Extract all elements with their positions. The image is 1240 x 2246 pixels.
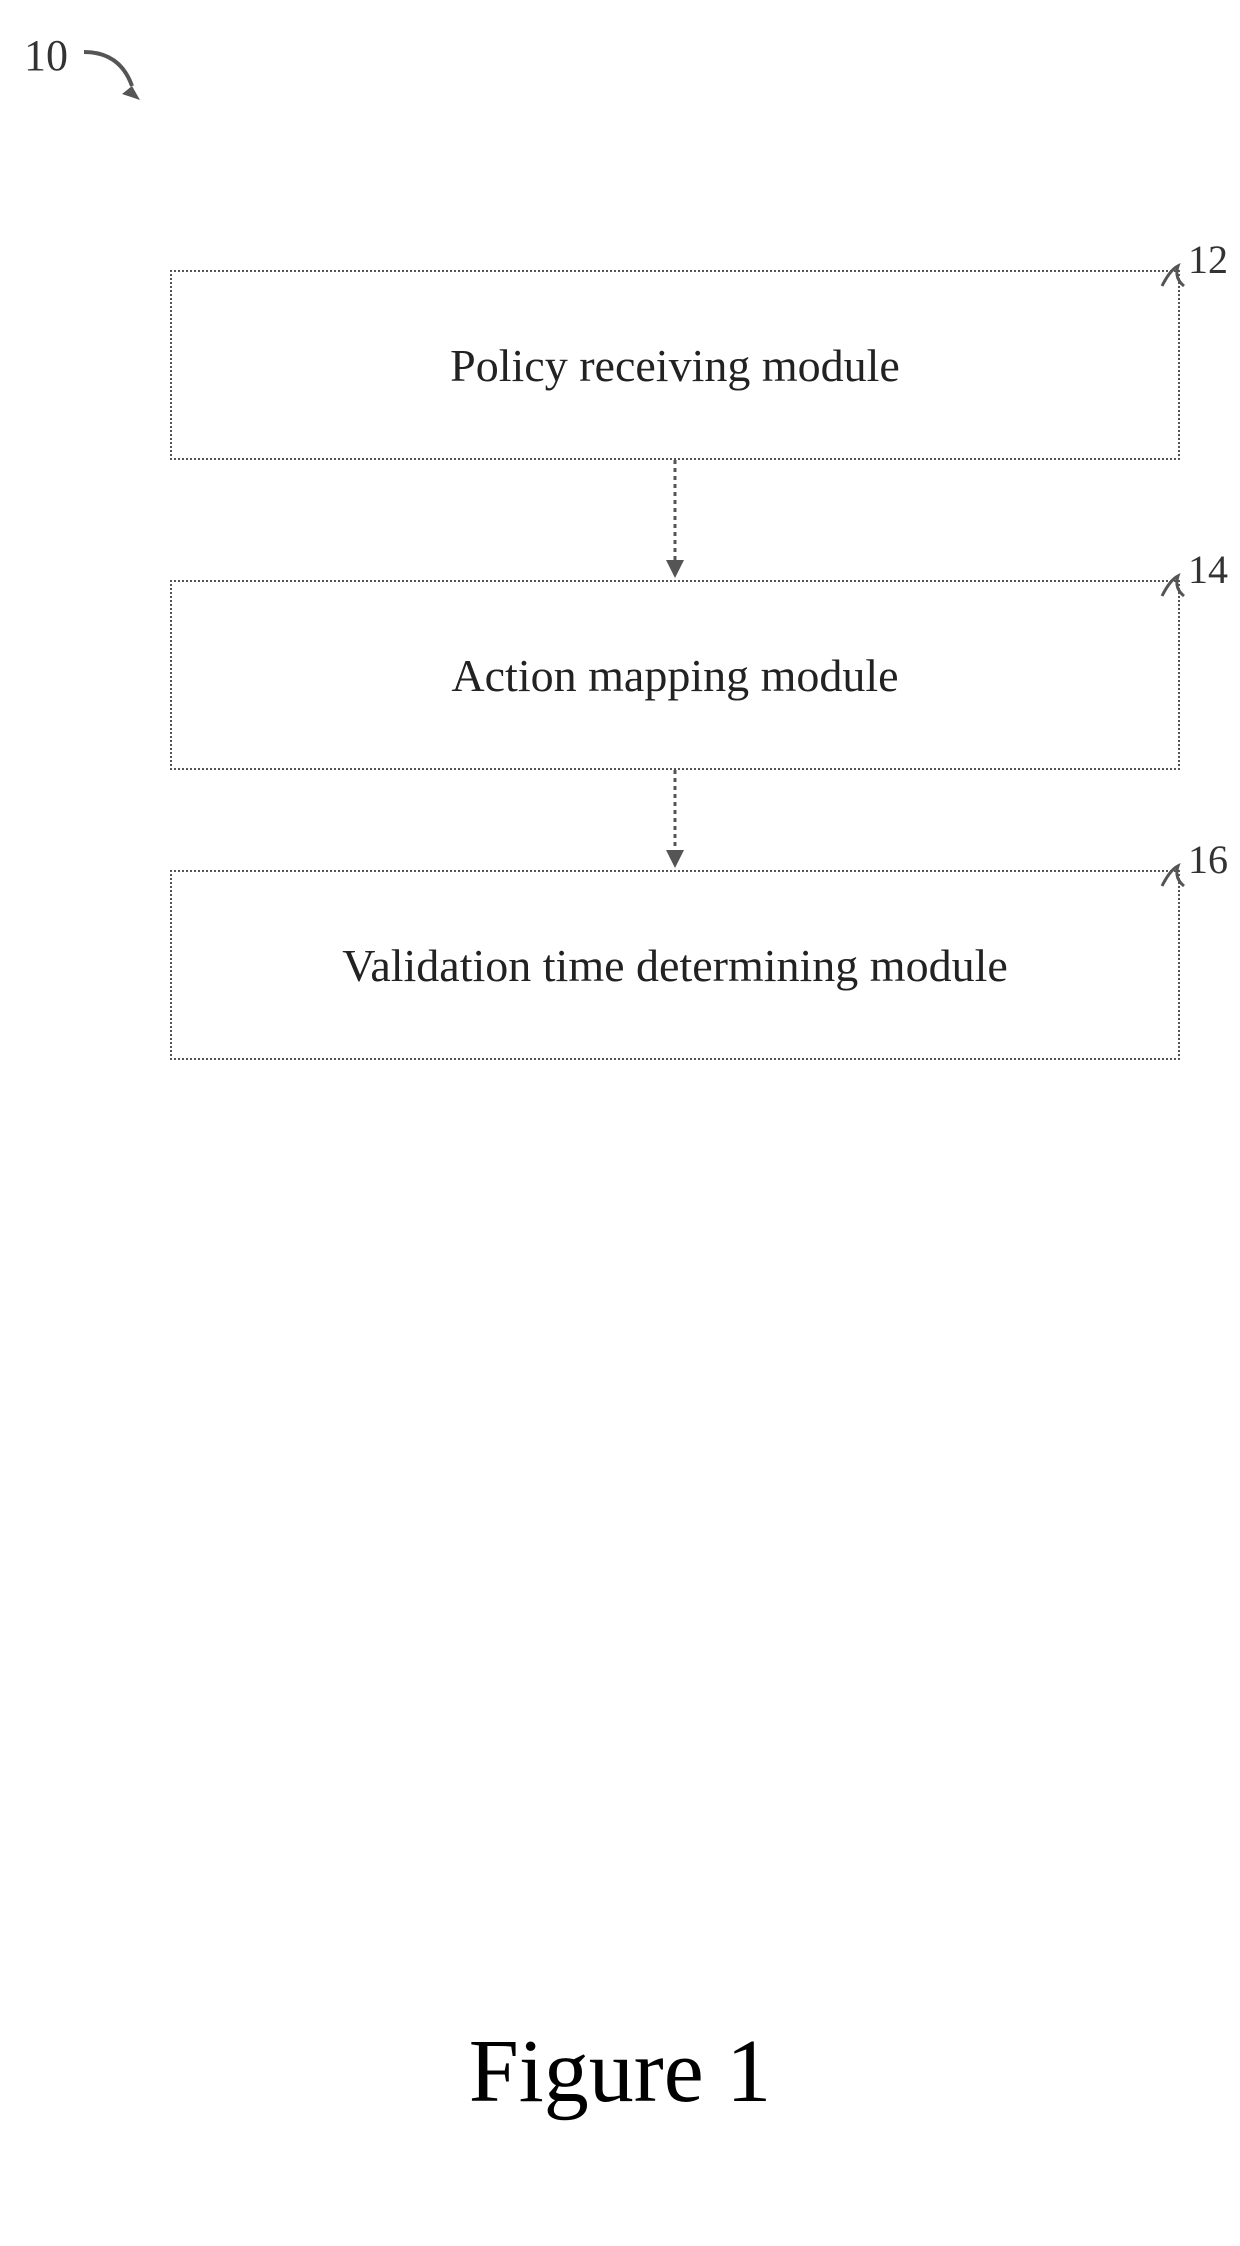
connector-arrow (663, 460, 687, 580)
module-label: Validation time determining module (342, 939, 1008, 992)
overall-ref-arrow (80, 46, 150, 106)
figure-caption: Figure 1 (0, 2020, 1240, 2123)
module-box-validation-time: Validation time determining module (170, 870, 1180, 1060)
module-label: Policy receiving module (450, 339, 900, 392)
connector-arrow (663, 770, 687, 870)
callout-number: 16 (1188, 836, 1228, 883)
module-label: Action mapping module (451, 649, 898, 702)
module-box-policy-receiving: Policy receiving module (170, 270, 1180, 460)
overall-ref-label: 10 (24, 30, 68, 81)
callout-number: 14 (1188, 546, 1228, 593)
diagram-canvas: 10 Policy receiving module 12 Action map… (0, 0, 1240, 2246)
module-box-action-mapping: Action mapping module (170, 580, 1180, 770)
callout-number: 12 (1188, 236, 1228, 283)
